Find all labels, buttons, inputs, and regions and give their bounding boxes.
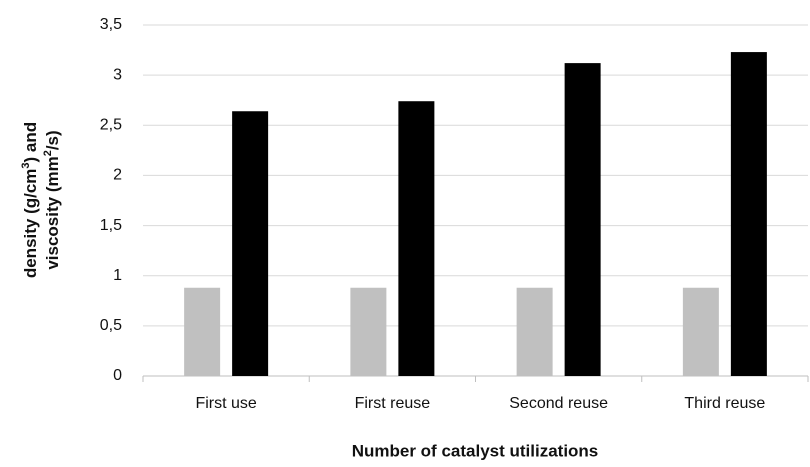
- y-label-sup: 3: [20, 162, 32, 168]
- bar: [730, 52, 767, 376]
- bar: [564, 63, 601, 376]
- y-label-part: density (g/cm: [21, 169, 40, 279]
- x-axis-label: Number of catalyst utilizations: [352, 441, 599, 460]
- y-tick-label: 3,5: [100, 16, 122, 33]
- bar: [232, 111, 269, 376]
- x-tick-label: Third reuse: [684, 395, 765, 412]
- x-tick-label: First reuse: [355, 395, 431, 412]
- y-tick-label: 1,5: [100, 217, 122, 234]
- y-label-part: viscosity (mm: [43, 156, 62, 269]
- y-label-sup: 2: [42, 150, 54, 156]
- y-tick-label: 2: [113, 167, 122, 184]
- bar: [516, 287, 553, 376]
- bar: [184, 287, 221, 376]
- y-tick-label: 0,5: [100, 317, 122, 334]
- x-tick-label: Second reuse: [509, 395, 608, 412]
- y-label-part: ) and: [21, 122, 40, 163]
- y-axis-label-line: viscosity (mm2/s): [42, 130, 63, 269]
- bar: [398, 101, 435, 377]
- y-tick-label: 3: [113, 66, 122, 83]
- x-tick-label: First use: [195, 395, 256, 412]
- y-axis-label-line: density (g/cm3) and: [20, 122, 41, 278]
- y-tick-label: 2,5: [100, 117, 122, 134]
- y-tick-label: 0: [113, 367, 122, 384]
- bar: [350, 287, 387, 376]
- y-label-part: /s): [43, 130, 62, 150]
- bar: [682, 287, 719, 376]
- y-tick-label: 1: [113, 267, 122, 284]
- y-axis-label: density (g/cm3) and viscosity (mm2/s): [20, 122, 63, 278]
